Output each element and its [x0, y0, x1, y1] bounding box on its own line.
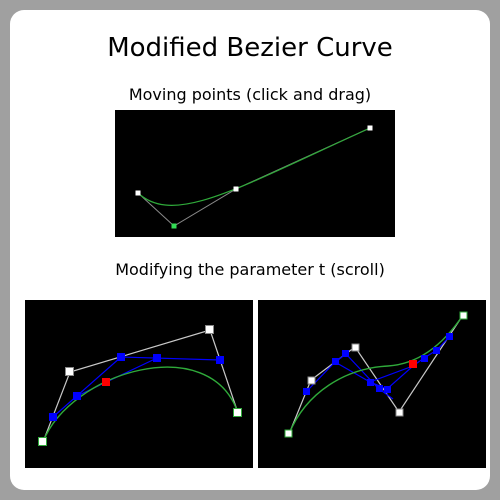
bezier-curve [288, 314, 464, 435]
bezier-curve [42, 366, 239, 443]
intermediate-point [117, 353, 125, 361]
control-point[interactable] [233, 186, 239, 192]
control-polygon [42, 329, 239, 443]
intermediate-point [332, 358, 339, 365]
control-polygon [288, 314, 464, 435]
parameter-canvas-left[interactable] [25, 300, 253, 468]
moving-points-caption: Moving points (click and drag) [128, 85, 372, 104]
intermediate-point [433, 347, 440, 354]
parameter-caption: Modifying the parameter t (scroll) [115, 260, 385, 279]
intermediate-point [421, 355, 428, 362]
control-point[interactable] [351, 343, 360, 352]
intermediate-point [367, 379, 374, 386]
control-point[interactable] [284, 429, 293, 438]
intermediate-point [384, 386, 391, 393]
result-point [102, 378, 110, 386]
control-point[interactable] [38, 437, 47, 446]
intermediate-segment [52, 356, 221, 418]
control-point[interactable] [65, 367, 74, 376]
control-point[interactable] [307, 376, 316, 385]
control-point[interactable] [135, 190, 141, 196]
moving-points-canvas[interactable] [115, 110, 395, 237]
figure-card: Modified Bezier Curve Moving points (cli… [10, 10, 490, 490]
intermediate-point [303, 388, 310, 395]
moving-points-svg [135, 125, 373, 229]
control-point[interactable] [233, 408, 242, 417]
control-point[interactable] [459, 311, 468, 320]
parameter-canvas-right[interactable] [258, 300, 486, 468]
intermediate-point [73, 392, 81, 400]
parameter-right-svg [284, 311, 468, 438]
intermediate-point [342, 350, 349, 357]
intermediate-point [216, 356, 224, 364]
control-point[interactable] [171, 223, 177, 229]
control-point[interactable] [395, 408, 404, 417]
intermediate-point [446, 333, 453, 340]
control-point[interactable] [367, 125, 373, 131]
intermediate-point [153, 354, 161, 362]
intermediate-point [376, 385, 383, 392]
intermediate-point [49, 413, 57, 421]
page-title: Modified Bezier Curve [107, 33, 393, 63]
bezier-curve [137, 127, 371, 206]
control-polygon [137, 127, 371, 227]
parameter-left-svg [38, 325, 242, 446]
intermediate-segment [369, 365, 414, 383]
control-point[interactable] [205, 325, 214, 334]
result-point [409, 360, 417, 368]
